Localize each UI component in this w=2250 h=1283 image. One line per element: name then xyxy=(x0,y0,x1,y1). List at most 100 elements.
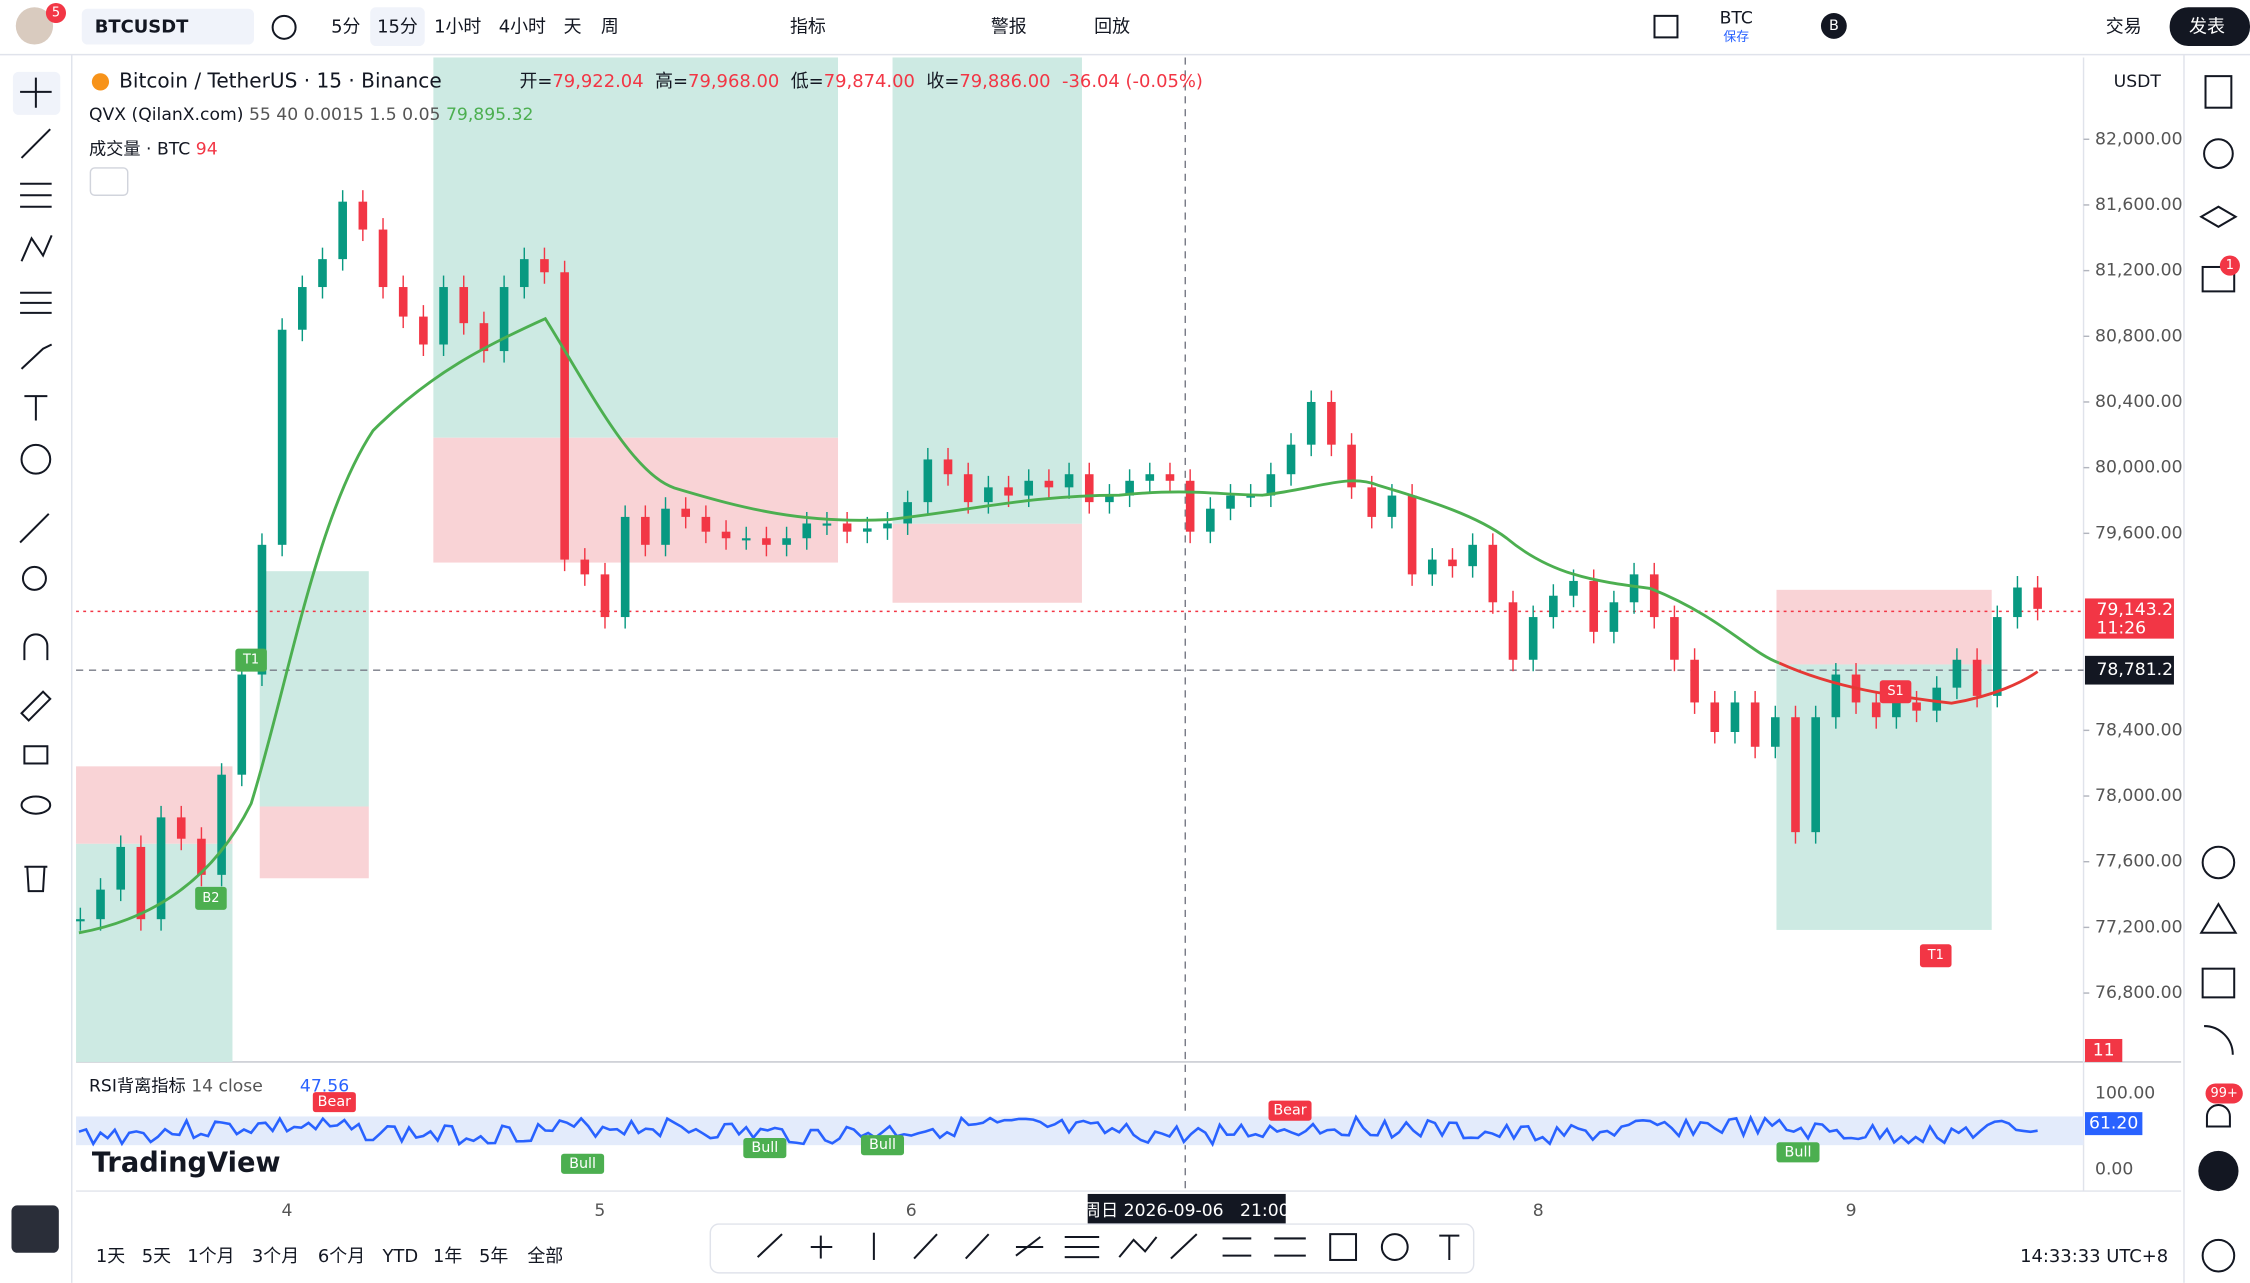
publish[interactable]: 发表 xyxy=(2189,16,2225,37)
price-tick-label: 77,600.00 xyxy=(2095,852,2183,872)
range-button[interactable]: 5天 xyxy=(142,1246,171,1267)
candle xyxy=(1125,480,1134,496)
price-tick-label: 79,600.00 xyxy=(2095,523,2183,543)
candle xyxy=(963,474,973,503)
ohlc-label: 低= xyxy=(791,71,824,92)
candle xyxy=(439,287,448,345)
volume-badge-text: 11 xyxy=(2093,1040,2115,1060)
range-button[interactable]: 全部 xyxy=(527,1246,563,1267)
ohlc-value: 79,874.00 xyxy=(824,71,915,92)
trade-marker-label: T1 xyxy=(1927,948,1944,963)
range-button[interactable]: 1年 xyxy=(433,1246,462,1267)
candle xyxy=(540,259,549,273)
interval-active xyxy=(370,7,425,46)
candle xyxy=(1468,544,1477,567)
drawing-toolbar xyxy=(709,1223,1475,1274)
collapse[interactable] xyxy=(89,167,129,196)
trade-marker-label: T1 xyxy=(242,653,259,668)
last-price: 79,143.25 xyxy=(2096,600,2184,620)
drawing-tools[interactable] xyxy=(756,1232,1460,1261)
coin-icon xyxy=(91,73,110,91)
candle xyxy=(1206,508,1215,532)
candle xyxy=(560,272,569,560)
interval[interactable]: 1小时 xyxy=(434,16,481,37)
candle xyxy=(136,846,146,920)
time-tick-label: 5 xyxy=(594,1201,605,1221)
candle xyxy=(197,838,206,875)
price-tick-label: 81,200.00 xyxy=(2095,261,2183,281)
layout-icon[interactable] xyxy=(1653,14,1679,39)
account-letter[interactable]: B xyxy=(1829,18,1839,34)
candle xyxy=(1367,487,1377,517)
legend-title: Bitcoin / TetherUS · 15 · Binance xyxy=(119,68,442,92)
candle xyxy=(661,508,670,545)
volume-value: 94 xyxy=(196,139,218,159)
range-button[interactable]: 5年 xyxy=(479,1246,508,1267)
rsi-value: 47.56 xyxy=(300,1076,349,1096)
price-tick-label: 81,600.00 xyxy=(2095,195,2183,215)
candle xyxy=(398,287,408,317)
candle xyxy=(2033,587,2042,609)
candle xyxy=(1145,474,1155,481)
currency[interactable]: USDT xyxy=(2114,72,2162,92)
candle xyxy=(701,516,711,532)
candle xyxy=(1589,580,1599,632)
candle xyxy=(419,316,428,345)
candle xyxy=(459,287,469,324)
symbol-search[interactable] xyxy=(81,8,254,45)
candle xyxy=(782,538,791,545)
candle xyxy=(802,523,812,539)
interval[interactable]: 4小时 xyxy=(499,16,546,37)
candle xyxy=(76,919,85,922)
candle xyxy=(1952,659,1962,688)
account[interactable] xyxy=(1820,12,1847,39)
trade-marker xyxy=(235,648,267,672)
badge-text: 1 xyxy=(2226,258,2234,273)
rsi-signal xyxy=(860,1135,905,1156)
time-tick-label: 4 xyxy=(282,1201,293,1221)
range-button[interactable]: 3个月 xyxy=(252,1246,299,1267)
interval[interactable]: 15分 xyxy=(377,16,418,37)
trade-marker-label: S1 xyxy=(1887,684,1903,699)
candle xyxy=(1306,401,1316,445)
trade-marker xyxy=(1879,680,1912,704)
right-sidebar[interactable] xyxy=(2198,75,2239,1273)
layout-name[interactable]: BTC xyxy=(1720,9,1753,29)
rsi-badge xyxy=(2084,1112,2143,1136)
candle xyxy=(1750,702,1760,747)
candle xyxy=(1791,717,1800,833)
avatar[interactable] xyxy=(15,7,54,45)
interval[interactable]: 5分 xyxy=(331,16,360,37)
interval[interactable]: 周 xyxy=(601,16,619,37)
add-symbol[interactable] xyxy=(271,14,297,40)
candle xyxy=(1488,544,1498,603)
range-button[interactable]: 6个月 xyxy=(318,1246,365,1267)
badge xyxy=(45,2,67,24)
candle xyxy=(2013,587,2022,618)
candle xyxy=(1730,702,1740,732)
candle xyxy=(883,523,892,529)
replay[interactable]: 回放 xyxy=(1094,16,1130,37)
candle xyxy=(96,889,105,920)
candle xyxy=(519,259,529,288)
price-tick-label: 77,200.00 xyxy=(2095,917,2183,937)
left-toolbar[interactable] xyxy=(11,71,61,1253)
crosshair-time: 周日 2026-09-06 21:00 xyxy=(1084,1201,1290,1221)
candle xyxy=(1932,687,1942,711)
alert[interactable]: 警报 xyxy=(991,16,1027,37)
interval[interactable]: 天 xyxy=(564,16,582,37)
price-tick-label: 78,400.00 xyxy=(2095,720,2183,740)
save-status: 保存 xyxy=(1723,30,1749,45)
indicators[interactable]: 指标 xyxy=(790,16,826,37)
candle xyxy=(681,508,691,517)
rsi-signal-label: Bear xyxy=(1273,1103,1306,1119)
publish-button[interactable] xyxy=(2169,7,2250,46)
range-button[interactable]: 1天 xyxy=(96,1246,125,1267)
symbol[interactable]: BTCUSDT xyxy=(95,16,189,37)
candle xyxy=(903,502,912,524)
badge-text: 99+ xyxy=(2211,1086,2238,1101)
range-button[interactable]: YTD xyxy=(381,1246,418,1267)
trade[interactable]: 交易 xyxy=(2106,16,2142,37)
badge xyxy=(2205,1083,2243,1104)
range-button[interactable]: 1个月 xyxy=(187,1246,234,1267)
